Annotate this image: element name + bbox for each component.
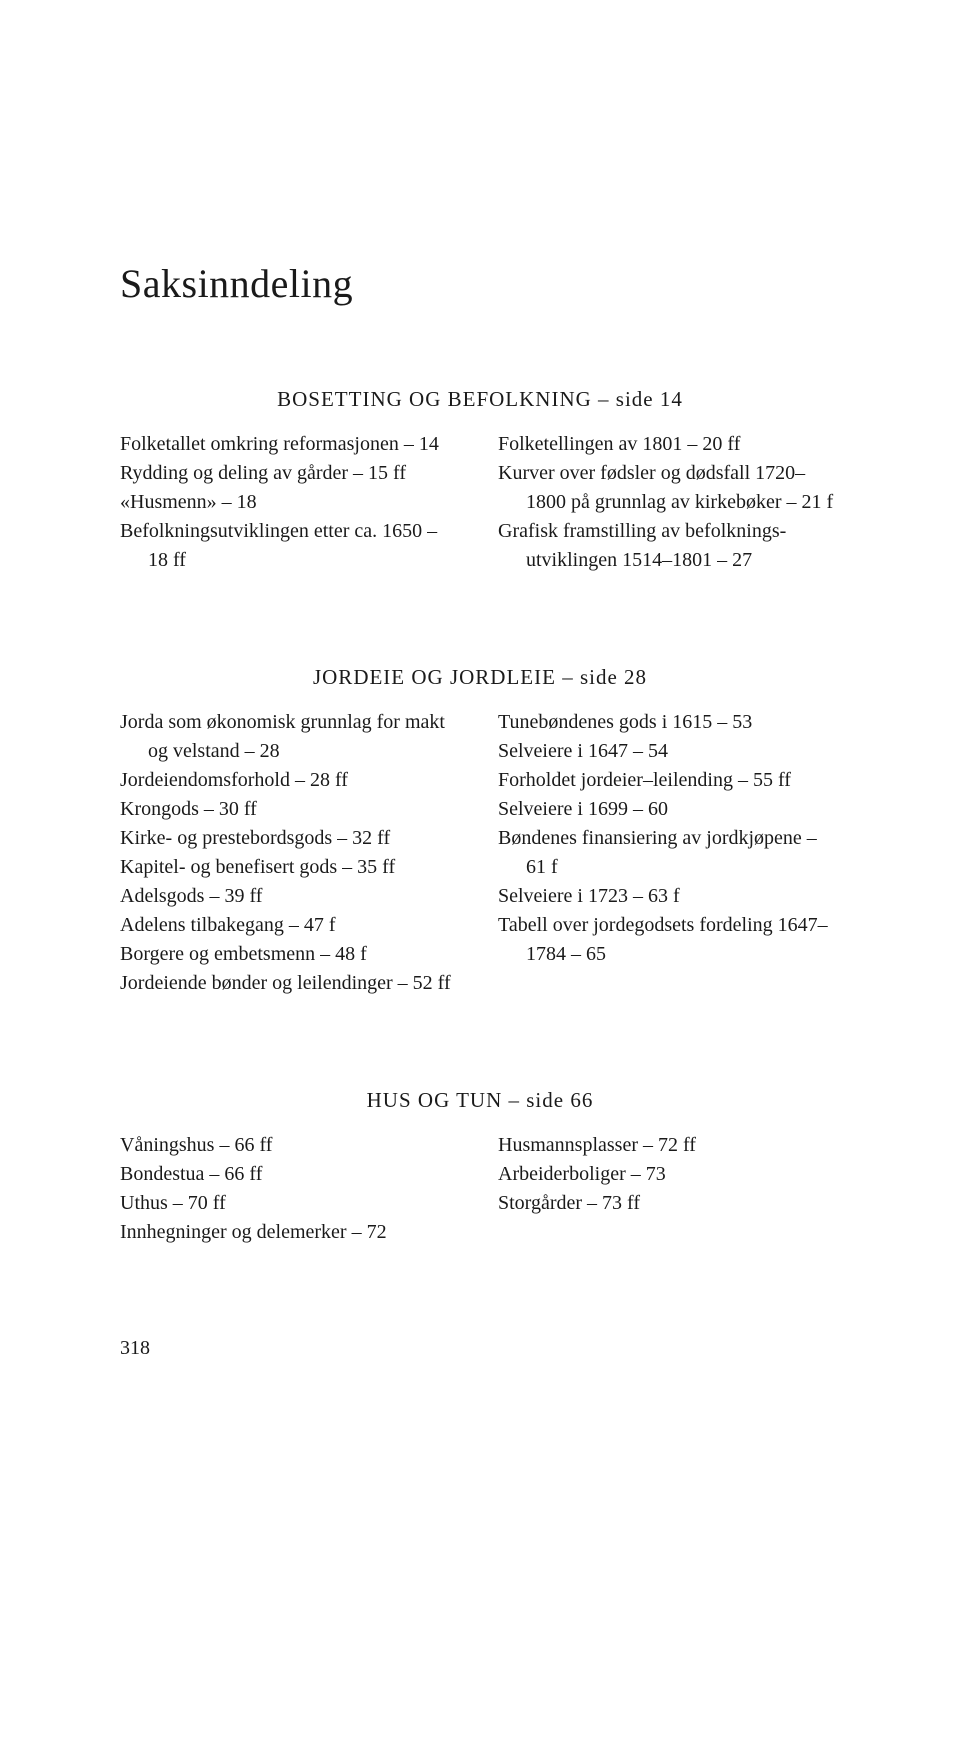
index-entry: Innhegninger og delemerker – 72	[120, 1218, 462, 1247]
section-heading: BOSETTING OG BEFOLKNING – side 14	[120, 387, 840, 412]
section-columns: Våningshus – 66 ff Bondestua – 66 ff Uth…	[120, 1131, 840, 1247]
section-jordeie: JORDEIE OG JORDLEIE – side 28 Jorda som …	[120, 665, 840, 998]
index-entry: Bøndenes finansiering av jordkjøpene – 6…	[498, 824, 840, 882]
index-entry: Bondestua – 66 ff	[120, 1160, 462, 1189]
index-entry: Adelsgods – 39 ff	[120, 882, 462, 911]
index-entry: Befolkningsutviklingen etter ca. 1650 – …	[120, 517, 462, 575]
section-columns: Folketallet omkring reformasjonen – 14 R…	[120, 430, 840, 575]
left-column: Våningshus – 66 ff Bondestua – 66 ff Uth…	[120, 1131, 462, 1247]
index-entry: Adelens tilbakegang – 47 f	[120, 911, 462, 940]
index-entry: Selveiere i 1699 – 60	[498, 795, 840, 824]
index-entry: Uthus – 70 ff	[120, 1189, 462, 1218]
index-entry: Jordeiende bønder og leilendinger – 52 f…	[120, 969, 462, 998]
index-entry: Rydding og deling av gårder – 15 ff	[120, 459, 462, 488]
index-entry: Tunebøndenes gods i 1615 – 53	[498, 708, 840, 737]
section-heading: JORDEIE OG JORDLEIE – side 28	[120, 665, 840, 690]
index-entry: Folketallet omkring reformasjonen – 14	[120, 430, 462, 459]
index-entry: Våningshus – 66 ff	[120, 1131, 462, 1160]
index-entry: «Husmenn» – 18	[120, 488, 462, 517]
index-entry: Grafisk framstilling av befolknings­utvi…	[498, 517, 840, 575]
section-columns: Jorda som økonomisk grunnlag for makt og…	[120, 708, 840, 998]
page-number: 318	[120, 1337, 840, 1360]
index-entry: Husmannsplasser – 72 ff	[498, 1131, 840, 1160]
index-entry: Krongods – 30 ff	[120, 795, 462, 824]
page-title: Saksinndeling	[120, 260, 840, 307]
index-entry: Selveiere i 1723 – 63 f	[498, 882, 840, 911]
index-entry: Selveiere i 1647 – 54	[498, 737, 840, 766]
left-column: Folketallet omkring reformasjonen – 14 R…	[120, 430, 462, 575]
index-entry: Jordeiendomsforhold – 28 ff	[120, 766, 462, 795]
index-entry: Arbeiderboliger – 73	[498, 1160, 840, 1189]
index-entry: Kapitel- og benefisert gods – 35 ff	[120, 853, 462, 882]
section-hus-og-tun: HUS OG TUN – side 66 Våningshus – 66 ff …	[120, 1088, 840, 1247]
right-column: Folketellingen av 1801 – 20 ff Kurver ov…	[498, 430, 840, 575]
index-entry: Kurver over fødsler og dødsfall 1720–180…	[498, 459, 840, 517]
right-column: Tunebøndenes gods i 1615 – 53 Selveiere …	[498, 708, 840, 998]
index-entry: Kirke- og prestebordsgods – 32 ff	[120, 824, 462, 853]
index-entry: Tabell over jordegodsets fordeling 1647–…	[498, 911, 840, 969]
index-entry: Forholdet jordeier–leilending – 55 ff	[498, 766, 840, 795]
index-entry: Folketellingen av 1801 – 20 ff	[498, 430, 840, 459]
section-bosetting: BOSETTING OG BEFOLKNING – side 14 Folket…	[120, 387, 840, 575]
left-column: Jorda som økonomisk grunnlag for makt og…	[120, 708, 462, 998]
right-column: Husmannsplasser – 72 ff Arbeiderboliger …	[498, 1131, 840, 1247]
index-entry: Borgere og embetsmenn – 48 f	[120, 940, 462, 969]
section-heading: HUS OG TUN – side 66	[120, 1088, 840, 1113]
index-entry: Jorda som økonomisk grunnlag for makt og…	[120, 708, 462, 766]
index-entry: Storgårder – 73 ff	[498, 1189, 840, 1218]
